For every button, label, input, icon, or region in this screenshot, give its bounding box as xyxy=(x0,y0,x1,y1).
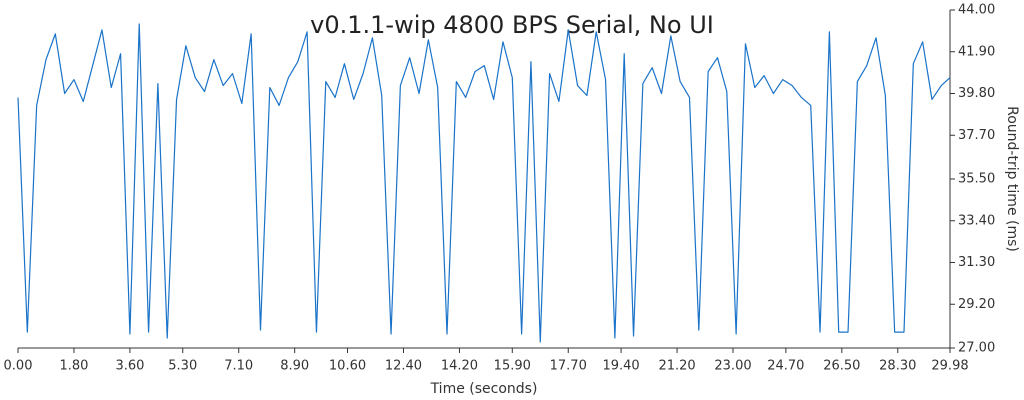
y-tick-label: 37.70 xyxy=(958,128,995,143)
x-tick-label: 12.40 xyxy=(385,359,422,374)
x-tick-label: 17.70 xyxy=(550,359,587,374)
x-tick-label: 7.10 xyxy=(224,359,253,374)
x-tick-label: 3.60 xyxy=(115,359,144,374)
x-tick-label: 28.30 xyxy=(879,359,916,374)
y-tick-label: 44.00 xyxy=(958,3,995,18)
x-tick-label: 15.90 xyxy=(494,359,531,374)
x-tick-label: 24.70 xyxy=(767,359,804,374)
x-tick-label: 0.00 xyxy=(4,359,33,374)
x-tick-label: 10.60 xyxy=(329,359,366,374)
y-tick-label: 31.30 xyxy=(958,255,995,270)
x-tick-label: 29.98 xyxy=(931,359,968,374)
x-tick-label: 21.20 xyxy=(658,359,695,374)
y-tick-label: 27.00 xyxy=(958,341,995,356)
y-tick-label: 29.20 xyxy=(958,297,995,312)
data-line xyxy=(17,23,951,343)
x-tick-label: 1.80 xyxy=(59,359,88,374)
x-tick-label: 5.30 xyxy=(168,359,197,374)
y-tick-label: 39.80 xyxy=(958,86,995,101)
x-tick-label: 23.00 xyxy=(714,359,751,374)
y-tick-label: 41.90 xyxy=(958,44,995,59)
chart-title: v0.1.1-wip 4800 BPS Serial, No UI xyxy=(310,11,714,39)
y-tick-label: 35.50 xyxy=(958,172,995,187)
x-tick-label: 19.40 xyxy=(602,359,639,374)
x-axis-label: Time (seconds) xyxy=(430,381,538,397)
y-tick-label: 33.40 xyxy=(958,213,995,228)
x-tick-label: 26.50 xyxy=(823,359,860,374)
x-tick-label: 8.90 xyxy=(280,359,309,374)
x-tick-label: 14.20 xyxy=(441,359,478,374)
y-axis-label: Round-trip time (ms) xyxy=(1004,106,1020,252)
